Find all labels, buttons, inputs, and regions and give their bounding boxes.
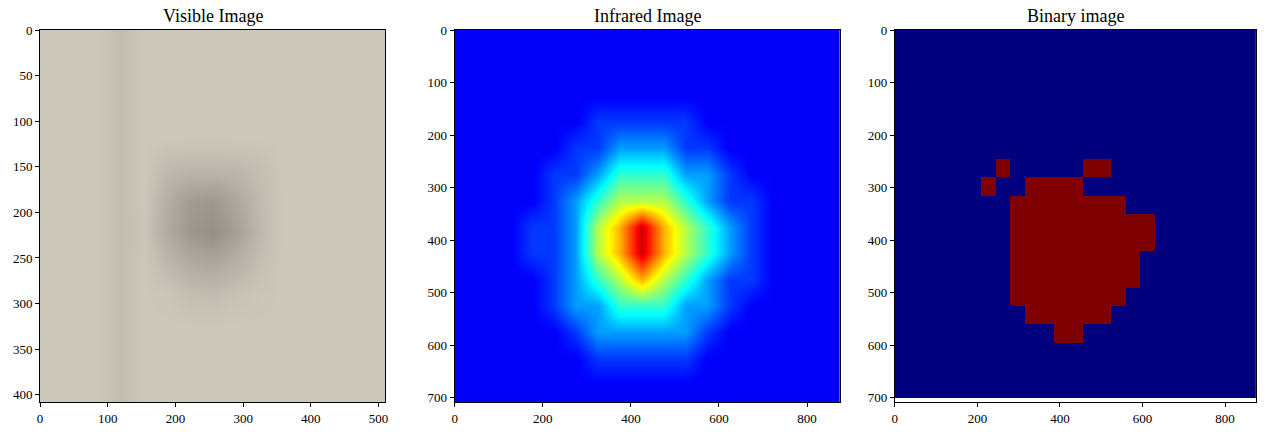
svg-text:0: 0 xyxy=(26,23,33,38)
svg-text:200: 200 xyxy=(166,411,186,426)
svg-text:400: 400 xyxy=(301,411,321,426)
svg-text:Binary image: Binary image xyxy=(1027,6,1124,26)
svg-text:Visible Image: Visible Image xyxy=(163,6,263,26)
svg-text:600: 600 xyxy=(428,338,448,353)
svg-text:600: 600 xyxy=(1133,411,1153,426)
svg-text:400: 400 xyxy=(1050,411,1070,426)
svg-text:50: 50 xyxy=(19,68,32,83)
svg-text:200: 200 xyxy=(428,128,448,143)
svg-text:Infrared Image: Infrared Image xyxy=(594,6,701,26)
svg-text:600: 600 xyxy=(709,411,729,426)
svg-text:350: 350 xyxy=(13,342,33,357)
svg-text:0: 0 xyxy=(451,411,458,426)
svg-text:400: 400 xyxy=(428,233,448,248)
svg-text:150: 150 xyxy=(13,159,33,174)
svg-text:0: 0 xyxy=(881,23,888,38)
svg-text:0: 0 xyxy=(892,411,899,426)
svg-text:0: 0 xyxy=(441,23,448,38)
svg-text:500: 500 xyxy=(369,411,389,426)
svg-text:400: 400 xyxy=(13,387,33,402)
svg-text:600: 600 xyxy=(868,338,888,353)
svg-text:200: 200 xyxy=(533,411,553,426)
svg-text:100: 100 xyxy=(98,411,118,426)
svg-text:800: 800 xyxy=(797,411,817,426)
svg-text:500: 500 xyxy=(868,285,888,300)
svg-text:700: 700 xyxy=(428,390,448,405)
svg-text:0: 0 xyxy=(37,411,44,426)
svg-text:300: 300 xyxy=(868,180,888,195)
svg-text:800: 800 xyxy=(1215,411,1235,426)
svg-text:250: 250 xyxy=(13,250,33,265)
svg-text:300: 300 xyxy=(428,180,448,195)
svg-text:200: 200 xyxy=(868,128,888,143)
svg-text:300: 300 xyxy=(233,411,253,426)
svg-text:100: 100 xyxy=(428,75,448,90)
svg-text:100: 100 xyxy=(868,75,888,90)
svg-text:700: 700 xyxy=(868,390,888,405)
svg-text:500: 500 xyxy=(428,285,448,300)
svg-text:400: 400 xyxy=(868,233,888,248)
svg-text:200: 200 xyxy=(13,205,33,220)
svg-text:400: 400 xyxy=(621,411,641,426)
svg-text:300: 300 xyxy=(13,296,33,311)
svg-text:100: 100 xyxy=(13,114,33,129)
svg-text:200: 200 xyxy=(968,411,988,426)
